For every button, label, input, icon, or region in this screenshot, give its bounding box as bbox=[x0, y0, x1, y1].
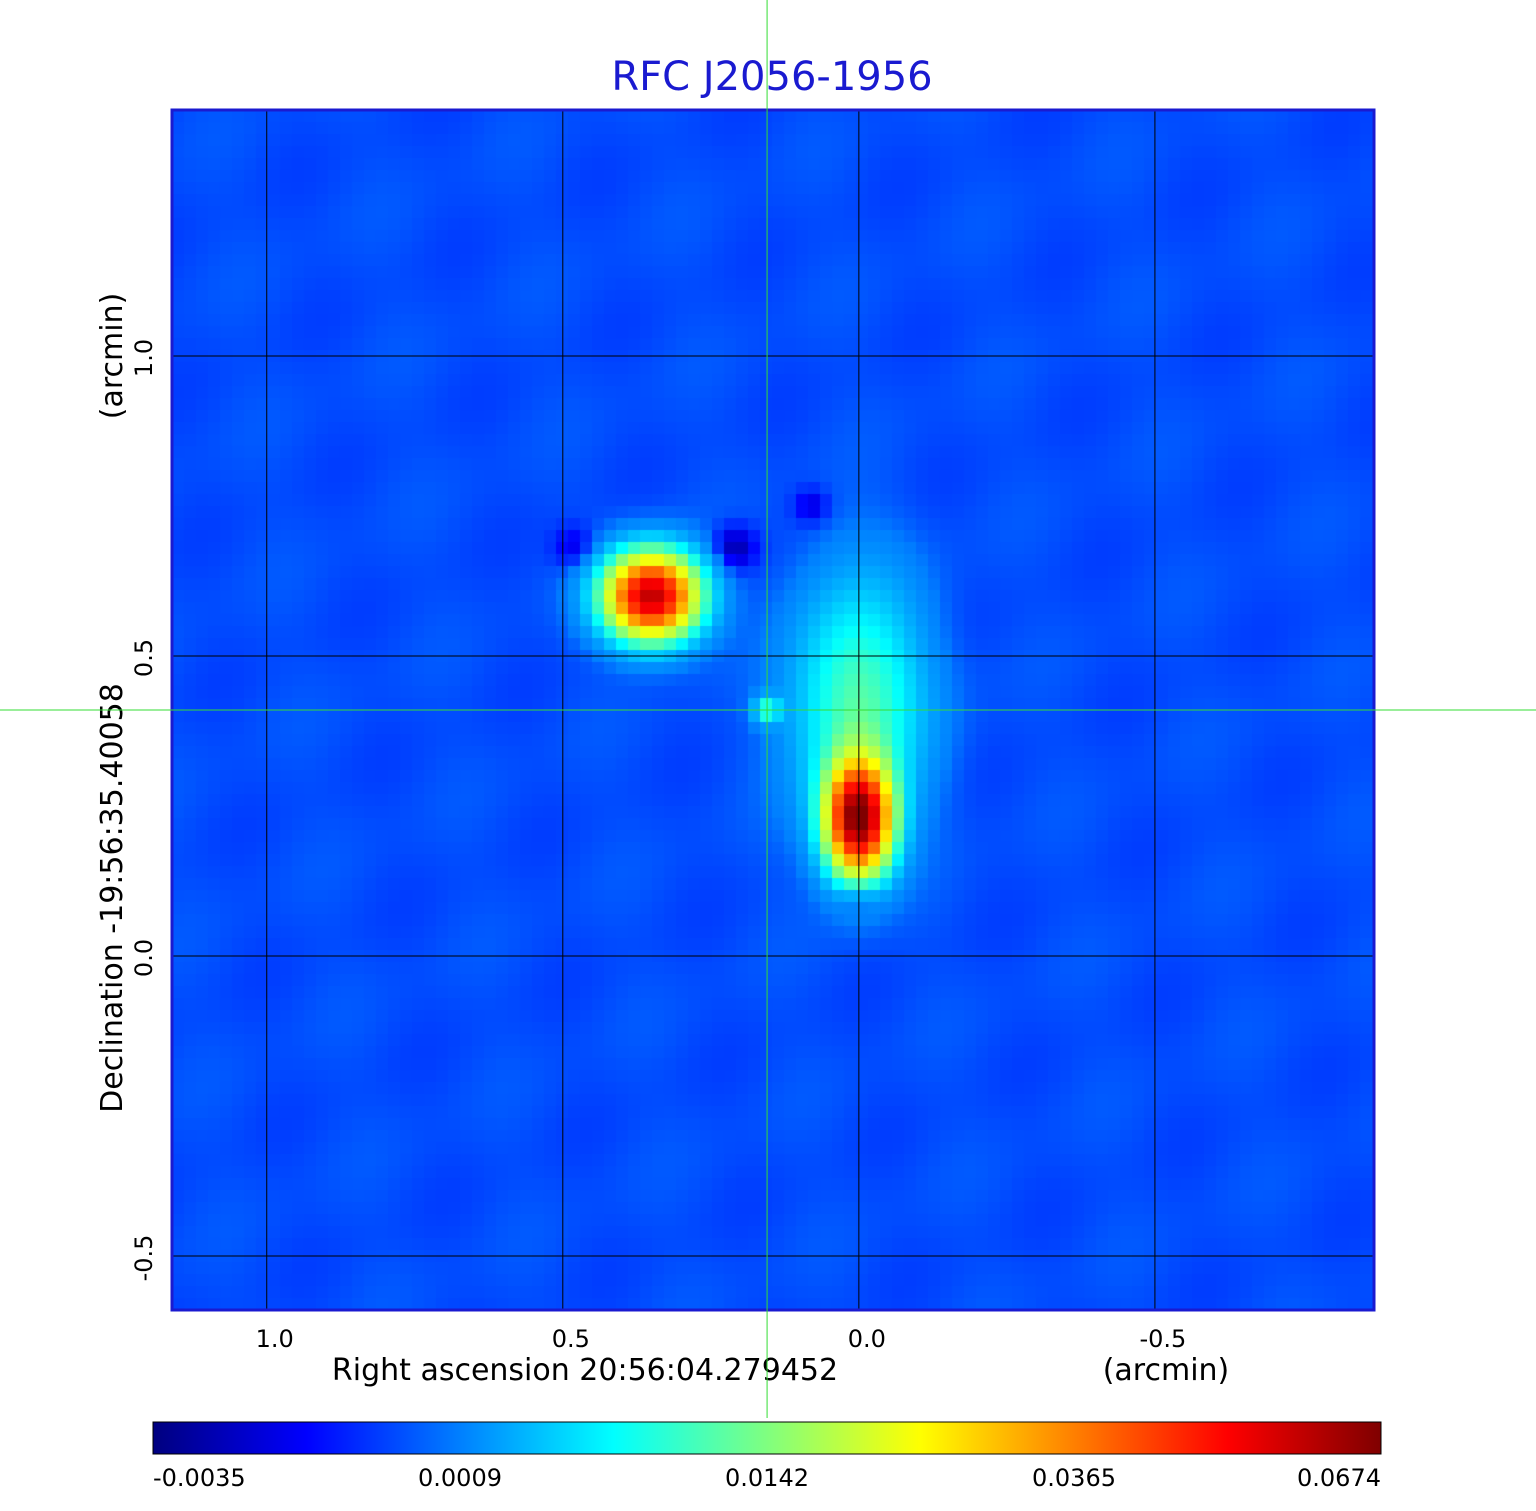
colorbar-tick-label: 0.0674 bbox=[1297, 1464, 1381, 1492]
y-tick-label: -0.5 bbox=[130, 1235, 158, 1282]
y-tick-label: 0.0 bbox=[130, 939, 158, 977]
x-axis-label: Right ascension 20:56:04.279452 bbox=[332, 1353, 838, 1388]
colorbar-tick-label: 0.0365 bbox=[1032, 1464, 1116, 1492]
x-axis-unit: (arcmin) bbox=[1103, 1353, 1230, 1388]
colorbar bbox=[152, 1421, 1382, 1455]
x-tick-labels: 1.0 0.5 0.0 -0.5 bbox=[256, 1325, 1187, 1353]
y-tick-label: 1.0 bbox=[130, 339, 158, 377]
crosshair bbox=[0, 0, 1536, 1418]
x-tick-label: -0.5 bbox=[1140, 1325, 1187, 1353]
colorbar-tick-labels: -0.0035 0.0009 0.0142 0.0365 0.0674 bbox=[153, 1464, 1381, 1492]
colorbar-tick-label: -0.0035 bbox=[153, 1464, 246, 1492]
chart-title: RFC J2056-1956 bbox=[611, 54, 932, 100]
x-tick-label: 0.5 bbox=[552, 1325, 590, 1353]
y-tick-label: 0.5 bbox=[130, 639, 158, 677]
colorbar-tick-label: 0.0009 bbox=[418, 1464, 502, 1492]
x-tick-label: 1.0 bbox=[256, 1325, 294, 1353]
y-axis-unit: (arcmin) bbox=[95, 293, 130, 420]
y-tick-labels: 1.0 0.5 0.0 -0.5 bbox=[130, 339, 158, 1282]
y-axis-label: Declination -19:56:35.40058 bbox=[95, 683, 130, 1113]
colorbar-tick-label: 0.0142 bbox=[725, 1464, 809, 1492]
x-tick-label: 0.0 bbox=[848, 1325, 886, 1353]
